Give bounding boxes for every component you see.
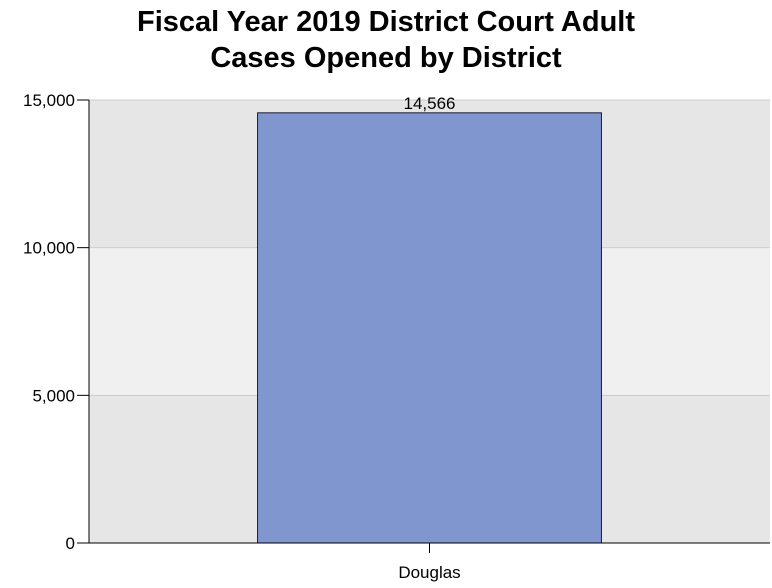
y-tick-label-3: 15,000 [23,91,75,110]
x-tick-label-douglas: Douglas [398,563,460,582]
chart-title-line-2: Cases Opened by District [210,42,562,74]
bar-douglas [257,112,602,544]
y-tick-label-2: 10,000 [23,239,75,258]
y-tick-label-0: 0 [66,534,75,553]
chart-title-line-1: Fiscal Year 2019 District Court Adult [136,6,635,38]
data-label-douglas: 14,566 [404,94,456,113]
chart-title: Fiscal Year 2019 District Court Adult Ca… [0,4,772,76]
y-tick-label-1: 5,000 [32,386,75,405]
